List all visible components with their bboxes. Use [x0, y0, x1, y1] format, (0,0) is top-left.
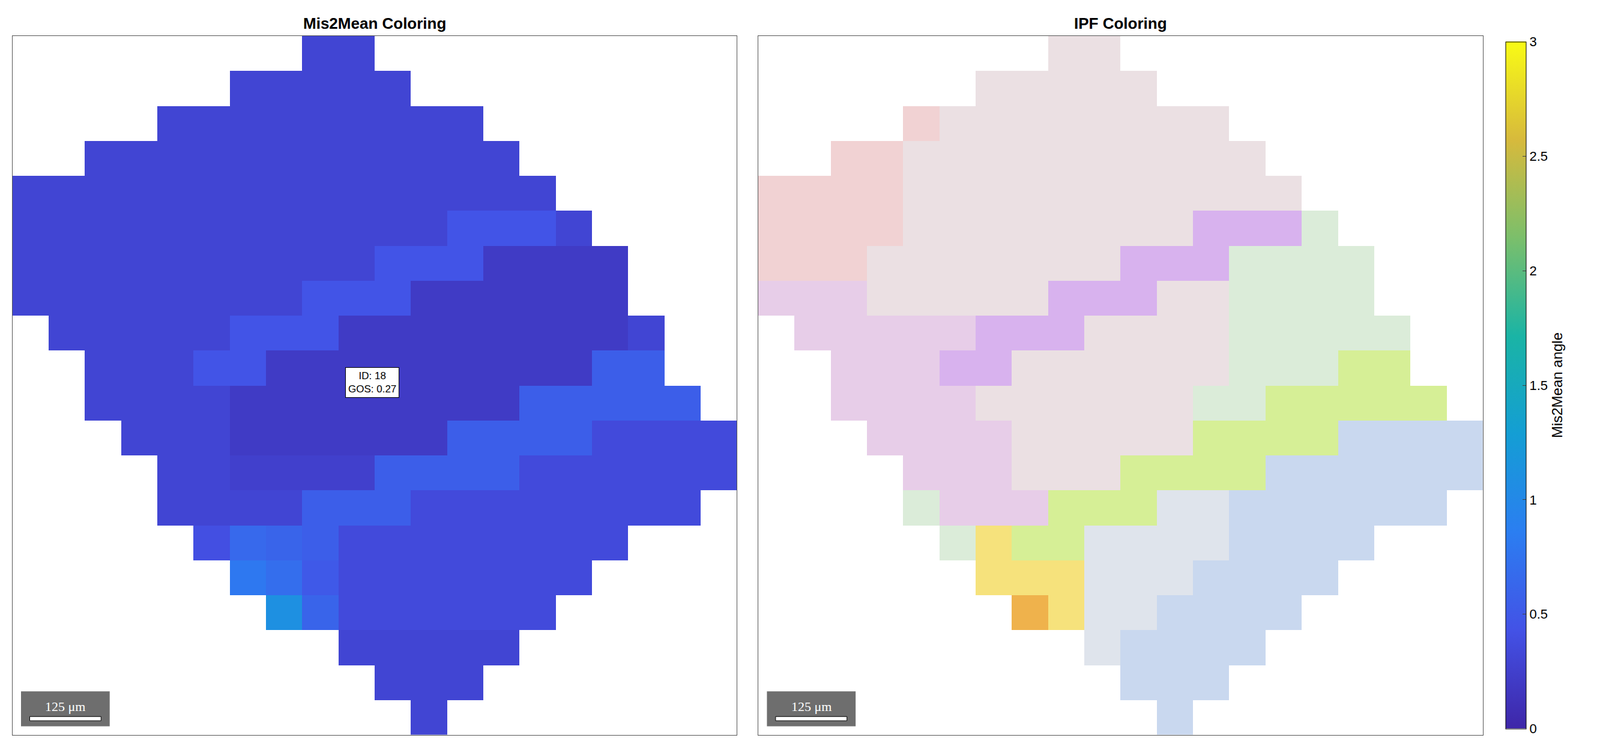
svg-text:125 μm: 125 μm: [791, 699, 832, 715]
svg-text:2.5: 2.5: [1529, 148, 1548, 164]
svg-text:Mis2Mean Coloring: Mis2Mean Coloring: [303, 14, 447, 33]
svg-text:1.5: 1.5: [1529, 378, 1548, 394]
svg-text:1: 1: [1529, 492, 1537, 508]
svg-text:IPF Coloring: IPF Coloring: [1074, 14, 1168, 33]
svg-text:ID: 18GOS: 0.27: ID: 18GOS: 0.27: [348, 370, 397, 396]
svg-text:Mis2Mean angle: Mis2Mean angle: [1548, 332, 1566, 439]
svg-text:125 μm: 125 μm: [45, 699, 86, 715]
svg-text:2: 2: [1529, 263, 1537, 279]
svg-text:0: 0: [1529, 721, 1537, 737]
svg-text:3: 3: [1529, 34, 1537, 50]
svg-text:0.5: 0.5: [1529, 606, 1548, 622]
